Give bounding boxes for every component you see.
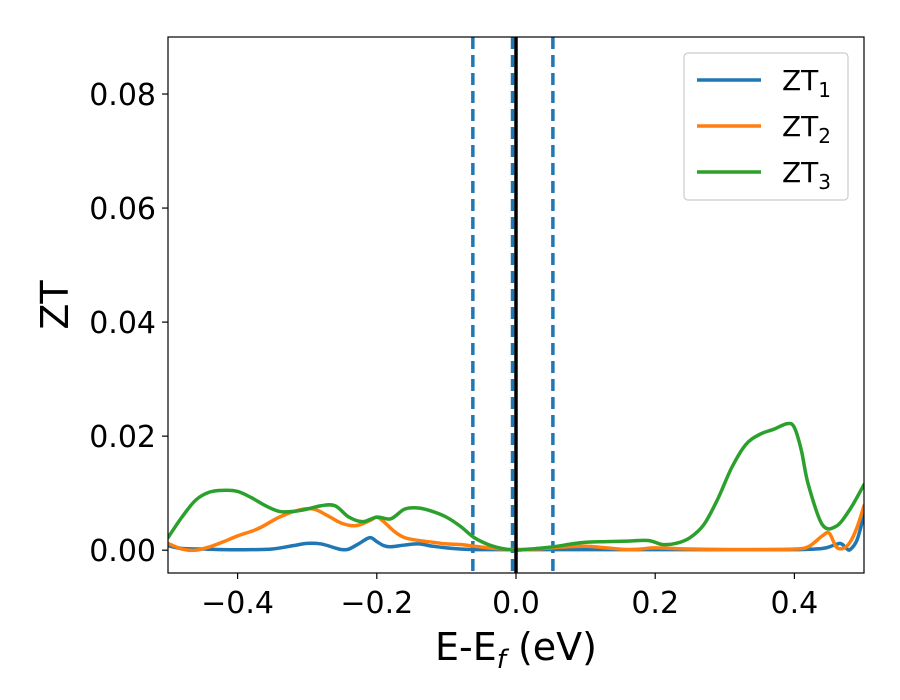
y-tick-label: 0.06: [89, 192, 156, 227]
y-tick-label: 0.04: [89, 306, 156, 341]
series-line-zt1: [168, 513, 864, 552]
x-tick-label: 0.2: [631, 586, 679, 621]
x-axis-title-suffix: (eV): [506, 625, 597, 669]
legend-label-zt2: ZT2: [782, 110, 831, 148]
y-axis-title: ZT: [33, 280, 77, 330]
x-tick-label: 0.4: [771, 586, 819, 621]
legend-items: ZT1 ZT2 ZT3: [697, 64, 831, 194]
legend-box: [683, 52, 849, 201]
legend: ZT1 ZT2 ZT3: [683, 52, 849, 201]
x-tick-label: 0.0: [492, 586, 540, 621]
x-axis-title-base: E-E: [435, 625, 497, 669]
legend-label-zt1: ZT1: [782, 64, 831, 102]
x-axis-ticks: −0.4 −0.2 0.0 0.2 0.4: [201, 573, 818, 621]
y-tick-label: 0.02: [89, 420, 156, 455]
y-tick-label: 0.08: [89, 78, 156, 113]
y-tick-label: 0.00: [89, 534, 156, 569]
x-tick-label: −0.2: [340, 586, 413, 621]
legend-label-zt3: ZT3: [782, 156, 831, 194]
series-line-zt2: [168, 503, 864, 553]
y-axis-ticks: 0.00 0.02 0.04 0.06 0.08: [89, 78, 168, 569]
x-tick-label: −0.4: [201, 586, 274, 621]
x-axis-title: E-Ef (eV): [435, 625, 597, 675]
